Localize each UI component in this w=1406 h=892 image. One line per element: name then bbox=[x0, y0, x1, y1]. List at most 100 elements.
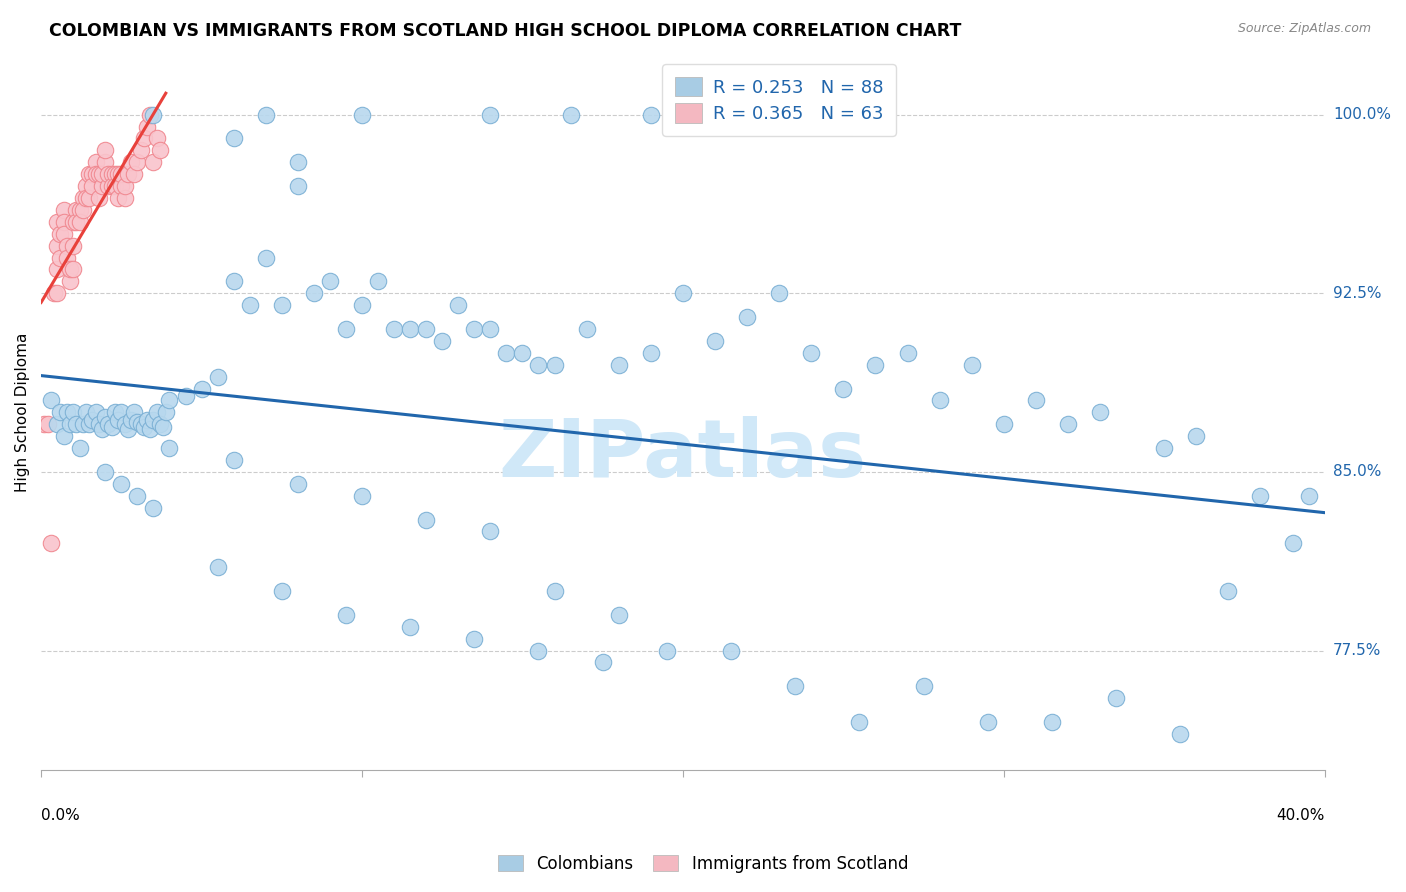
Point bbox=[912, 679, 935, 693]
Point bbox=[640, 346, 662, 360]
Point bbox=[655, 643, 678, 657]
Point bbox=[136, 120, 159, 134]
Point bbox=[287, 476, 309, 491]
Point bbox=[415, 322, 437, 336]
Point bbox=[672, 286, 695, 301]
Point bbox=[335, 607, 357, 622]
Point bbox=[69, 202, 91, 217]
Point bbox=[72, 202, 94, 217]
Point bbox=[39, 393, 62, 408]
Point bbox=[1281, 536, 1303, 550]
Point bbox=[107, 191, 129, 205]
Point bbox=[100, 179, 122, 194]
Point bbox=[122, 167, 145, 181]
Point bbox=[91, 422, 114, 436]
Point bbox=[479, 322, 502, 336]
Point bbox=[100, 167, 122, 181]
Point bbox=[75, 405, 97, 419]
Point bbox=[1250, 489, 1272, 503]
Point bbox=[37, 417, 59, 432]
Point bbox=[62, 405, 84, 419]
Point bbox=[865, 358, 887, 372]
Point bbox=[640, 108, 662, 122]
Point bbox=[94, 144, 117, 158]
Point bbox=[1105, 691, 1128, 706]
Point bbox=[75, 191, 97, 205]
Point bbox=[110, 405, 132, 419]
Point bbox=[543, 358, 565, 372]
Point bbox=[104, 405, 127, 419]
Point bbox=[84, 155, 107, 169]
Point bbox=[39, 536, 62, 550]
Point bbox=[270, 584, 292, 599]
Point bbox=[59, 417, 82, 432]
Point bbox=[114, 179, 136, 194]
Point bbox=[512, 346, 534, 360]
Point bbox=[139, 108, 162, 122]
Point bbox=[543, 584, 565, 599]
Text: 0.0%: 0.0% bbox=[41, 808, 80, 823]
Point bbox=[120, 155, 142, 169]
Point bbox=[222, 131, 245, 145]
Text: 85.0%: 85.0% bbox=[1333, 465, 1381, 479]
Point bbox=[55, 405, 77, 419]
Point bbox=[350, 489, 373, 503]
Point bbox=[136, 412, 159, 426]
Point bbox=[114, 191, 136, 205]
Point bbox=[94, 465, 117, 479]
Point bbox=[735, 310, 758, 324]
Point bbox=[87, 191, 110, 205]
Point bbox=[104, 179, 127, 194]
Point bbox=[97, 179, 120, 194]
Point bbox=[1057, 417, 1080, 432]
Point bbox=[94, 155, 117, 169]
Point bbox=[1088, 405, 1111, 419]
Point bbox=[479, 108, 502, 122]
Point bbox=[91, 167, 114, 181]
Point bbox=[254, 251, 277, 265]
Point bbox=[82, 412, 104, 426]
Point bbox=[100, 419, 122, 434]
Point bbox=[447, 298, 470, 312]
Point bbox=[72, 191, 94, 205]
Point bbox=[59, 274, 82, 288]
Point bbox=[46, 215, 69, 229]
Point bbox=[495, 346, 517, 360]
Point bbox=[800, 346, 823, 360]
Point bbox=[114, 417, 136, 432]
Point bbox=[993, 417, 1015, 432]
Point bbox=[91, 179, 114, 194]
Point bbox=[848, 714, 870, 729]
Point bbox=[129, 144, 152, 158]
Point bbox=[207, 560, 229, 574]
Point bbox=[46, 286, 69, 301]
Point bbox=[77, 191, 100, 205]
Point bbox=[52, 429, 75, 443]
Point bbox=[190, 382, 212, 396]
Point bbox=[607, 358, 630, 372]
Point bbox=[77, 167, 100, 181]
Point bbox=[72, 417, 94, 432]
Point bbox=[302, 286, 325, 301]
Point bbox=[399, 620, 422, 634]
Point bbox=[46, 262, 69, 277]
Point bbox=[977, 714, 1000, 729]
Point bbox=[142, 155, 165, 169]
Point bbox=[49, 251, 72, 265]
Point bbox=[34, 417, 56, 432]
Point bbox=[1168, 727, 1191, 741]
Point bbox=[62, 215, 84, 229]
Point bbox=[896, 346, 918, 360]
Point bbox=[785, 679, 807, 693]
Point bbox=[87, 417, 110, 432]
Point bbox=[575, 322, 598, 336]
Point bbox=[62, 262, 84, 277]
Text: 40.0%: 40.0% bbox=[1277, 808, 1324, 823]
Point bbox=[49, 227, 72, 241]
Point bbox=[1025, 393, 1047, 408]
Point bbox=[142, 108, 165, 122]
Point bbox=[132, 419, 155, 434]
Point bbox=[1298, 489, 1320, 503]
Point bbox=[62, 238, 84, 252]
Point bbox=[287, 155, 309, 169]
